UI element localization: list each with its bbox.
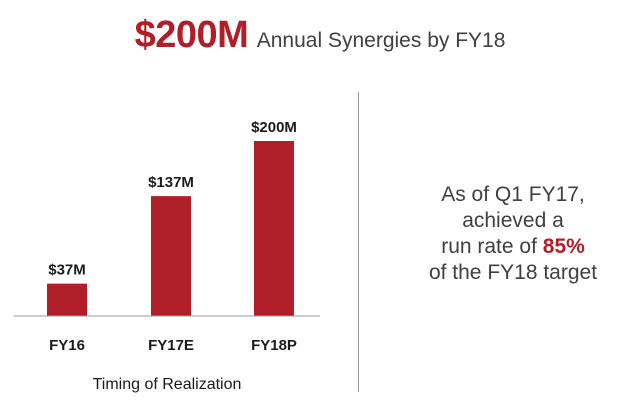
vertical-divider	[358, 92, 359, 392]
page-title: $200M Annual Synergies by FY18	[0, 14, 640, 70]
callout-text: As of Q1 FY17, achieved a run rate of 85…	[388, 182, 638, 286]
bar-fy16	[47, 283, 87, 316]
bar-value-label-fy17e: $137M	[148, 174, 194, 191]
bars-group	[47, 141, 294, 316]
callout-line-1: As of Q1 FY17,	[441, 183, 585, 206]
x-tick-label-fy18p: FY18P	[251, 337, 297, 354]
x-tick-label-fy17e: FY17E	[148, 337, 194, 354]
title-text: Annual Synergies by FY18	[256, 29, 506, 52]
callout-line-3-prefix: run rate of	[441, 235, 543, 258]
callout-line-4: of the FY18 target	[428, 261, 598, 284]
callout-percent: 85%	[542, 235, 585, 258]
callout-line-2: achieved a	[462, 209, 564, 232]
labels-group: $37M FY16 $137M FY17E $200M FY18P	[48, 119, 297, 354]
bar-value-label-fy18p: $200M	[251, 119, 297, 136]
callout-line-3: run rate of 85%	[388, 234, 638, 260]
bar-value-label-fy16: $37M	[48, 262, 86, 279]
bar-fy18p	[254, 141, 294, 316]
x-axis-label: Timing of Realization	[92, 376, 242, 393]
bar-fy17e	[151, 196, 191, 316]
x-tick-label-fy16: FY16	[49, 337, 85, 354]
title-amount: $200M	[134, 14, 249, 56]
